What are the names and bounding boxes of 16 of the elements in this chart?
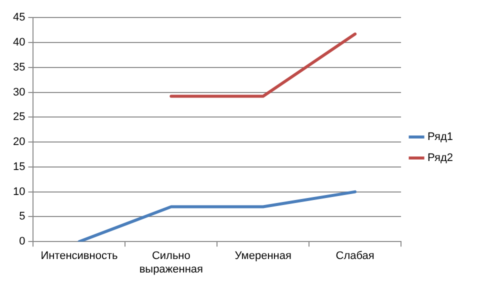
- x-tick-label: Сильно выраженная: [139, 250, 204, 276]
- legend-label: Ряд1: [428, 131, 454, 144]
- y-tick-label: 10: [12, 186, 26, 198]
- y-tick-label: 15: [12, 160, 26, 173]
- y-tick-label: 35: [12, 61, 26, 74]
- y-tick-label: 45: [12, 12, 26, 24]
- x-tick-label: Слабая: [336, 250, 374, 262]
- x-tick-label: Умеренная: [234, 250, 292, 262]
- y-tick-label: 5: [19, 210, 26, 223]
- y-tick-label: 0: [19, 236, 26, 248]
- y-tick-label: 25: [12, 111, 26, 124]
- y-tick-label: 20: [12, 136, 26, 148]
- y-tick-label: 40: [12, 36, 26, 49]
- y-tick-label: 30: [12, 86, 26, 98]
- x-tick-label: Интенсивность: [40, 250, 118, 262]
- legend-label: Ряд2: [428, 152, 454, 164]
